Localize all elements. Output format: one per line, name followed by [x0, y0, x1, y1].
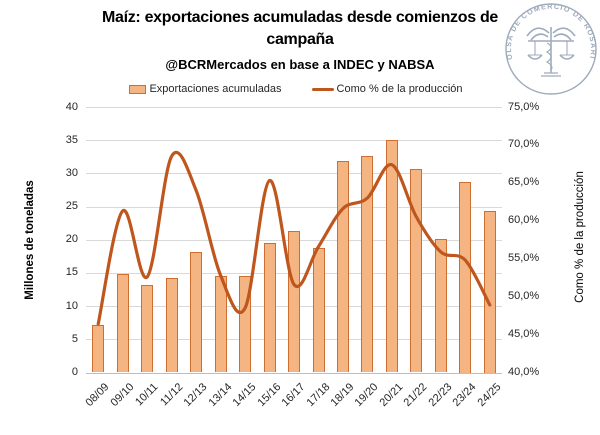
y-axis-right-tick: 75,0%: [508, 100, 540, 113]
legend-percent-label: Como % de la producción: [336, 83, 463, 95]
bar-23-24: [459, 182, 472, 373]
y-axis-left-tick: 35: [65, 133, 78, 146]
line-swatch-icon: [311, 87, 334, 91]
bar-18-19: [336, 161, 349, 373]
y-axis-right-tick: 40,0%: [508, 366, 540, 378]
y-axis-left-tick: 30: [65, 166, 78, 179]
bar-19-20: [361, 156, 374, 373]
y-axis-left-tick: 5: [71, 332, 78, 345]
y-axis-right-tick: 45,0%: [508, 328, 540, 341]
chart-subtitle: @BCRMercados en base a INDEC y NABSA: [165, 57, 435, 72]
y-axis-left-tick: 40: [65, 100, 78, 113]
y-axis-right-tick: 70,0%: [508, 138, 540, 151]
bar-20-21: [385, 140, 398, 373]
bar-17-18: [312, 248, 325, 373]
bar-22-23: [434, 239, 447, 373]
y-axis-right-tick: 60,0%: [508, 214, 540, 227]
x-axis-label: 11/12: [157, 380, 186, 408]
legend-exports-label: Exportaciones acumuladas: [149, 83, 282, 95]
x-axis-label: 15/16: [255, 380, 283, 409]
legend-item-exports: Exportaciones acumuladas: [129, 83, 282, 95]
x-axis-label: 21/22: [401, 380, 430, 409]
x-axis-label: 19/20: [352, 380, 381, 409]
caduceus-scales-icon: [526, 27, 576, 77]
legend: Exportaciones acumuladas Como % de la pr…: [0, 83, 592, 95]
x-axis-label: 08/09: [83, 380, 112, 409]
y-axis-right-tick: 50,0%: [508, 290, 540, 303]
legend-item-percent: Como % de la producción: [311, 83, 463, 95]
gridline: [86, 140, 502, 142]
bar-24-25: [483, 210, 496, 373]
gridline: [86, 206, 502, 208]
y-axis-right-tick: 65,0%: [508, 176, 540, 189]
y-axis-left-tick: 25: [65, 200, 78, 213]
x-axis-label: 10/11: [133, 380, 161, 408]
x-axis-label: 16/17: [279, 380, 308, 409]
x-axis-label: 17/18: [304, 380, 332, 409]
y-axis-left-tick: 10: [65, 299, 78, 312]
bar-10-11: [141, 284, 154, 373]
logo-outer-ring: [505, 3, 597, 95]
bar-15-16: [263, 243, 276, 373]
bar-08-09: [92, 325, 105, 373]
bar-21-22: [410, 169, 423, 373]
bar-swatch-icon: [129, 84, 147, 94]
bar-09-10: [116, 274, 129, 373]
y-axis-left-tick: 20: [65, 233, 78, 246]
bar-11-12: [165, 277, 178, 373]
x-axis-label: 09/10: [108, 380, 137, 409]
left-axis-title: Millones de toneladas: [24, 180, 36, 300]
x-axis-label: 14/15: [230, 380, 259, 409]
y-axis-left-tick: 15: [65, 266, 78, 279]
x-axis-label: 22/23: [426, 380, 455, 409]
x-axis-label: 24/25: [475, 380, 504, 409]
gridline: [86, 107, 502, 108]
bar-13-14: [214, 276, 227, 373]
x-axis-label: 12/13: [181, 380, 210, 409]
gridline: [86, 173, 502, 175]
x-axis-label: 20/21: [377, 380, 406, 409]
chart-title: Maíz: exportaciones acumuladas desde com…: [101, 9, 499, 48]
right-axis-title: Como % de la producción: [574, 171, 586, 303]
x-axis-label: 13/14: [206, 380, 235, 409]
bcr-logo: BOLSA DE COMERCIO DE ROSARIO: [504, 2, 597, 95]
bar-14-15: [239, 275, 252, 373]
bar-16-17: [288, 231, 300, 373]
y-axis-right-tick: 55,0%: [508, 252, 540, 265]
x-axis-label: 18/19: [328, 380, 357, 409]
bar-12-13: [190, 252, 203, 373]
x-axis-label: 23/24: [450, 380, 479, 409]
x-axis-line: [86, 372, 502, 374]
y-axis-left-tick: 0: [71, 366, 78, 378]
